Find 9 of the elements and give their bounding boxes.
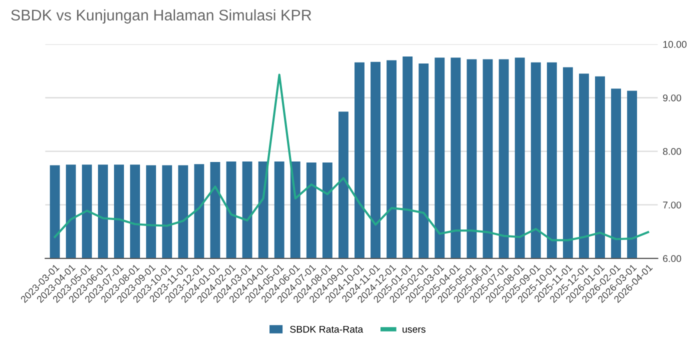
legend-label: SBDK Rata-Rata [290, 326, 364, 333]
y-tick-label: 10.00 [663, 40, 687, 48]
y-tick-label: 8.00 [663, 148, 682, 155]
y-tick-label: 7.00 [663, 202, 682, 208]
chart-title: SBDK vs Kunjungan Halaman Simulasi KPR [11, 9, 312, 24]
line-series [54, 74, 650, 242]
y-tick-label: 9.00 [663, 94, 682, 102]
y-tick-label: 6.00 [663, 255, 682, 262]
legend-label: users [402, 327, 426, 333]
